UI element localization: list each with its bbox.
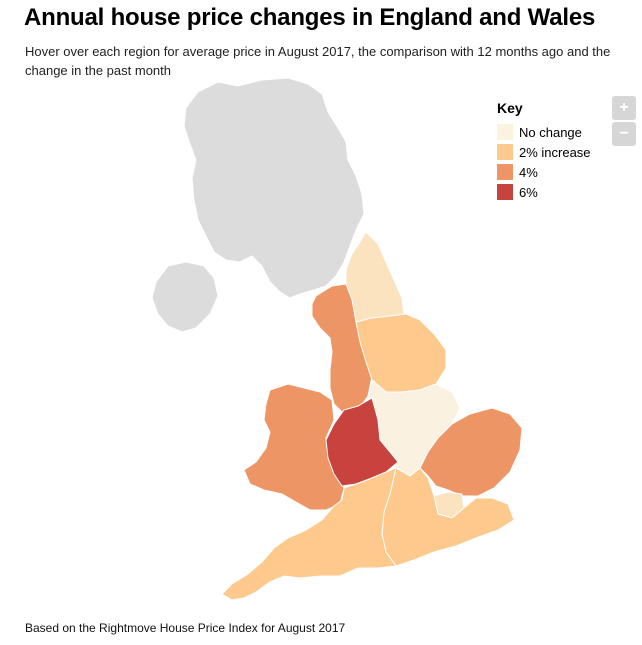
region-yorkshire [355, 313, 447, 393]
key-item-6-percent: 6% [497, 182, 591, 202]
key-label: No change [519, 124, 582, 140]
map-key: Key No change 2% increase 4% 6% [497, 100, 591, 202]
region-scotland [183, 77, 365, 299]
region-east [419, 407, 523, 497]
key-item-no-change: No change [497, 122, 591, 142]
source-note: Based on the Rightmove House Price Index… [25, 621, 346, 635]
region-wales [243, 383, 345, 511]
key-swatch [497, 164, 513, 180]
key-label: 2% increase [519, 144, 591, 160]
key-swatch [497, 144, 513, 160]
region-north-east [345, 231, 405, 327]
zoom-in-button[interactable]: + [612, 96, 636, 120]
key-item-2-percent: 2% increase [497, 142, 591, 162]
key-swatch [497, 184, 513, 200]
key-title: Key [497, 100, 523, 116]
zoom-out-button[interactable]: − [612, 122, 636, 146]
key-label: 6% [519, 184, 538, 200]
region-northern-ireland [151, 261, 219, 333]
region-south-west [221, 467, 397, 601]
page-title: Annual house price changes in England an… [24, 4, 596, 31]
key-item-4-percent: 4% [497, 162, 591, 182]
key-swatch [497, 124, 513, 140]
page-subtitle: Hover over each region for average price… [25, 44, 611, 78]
key-label: 4% [519, 164, 538, 180]
